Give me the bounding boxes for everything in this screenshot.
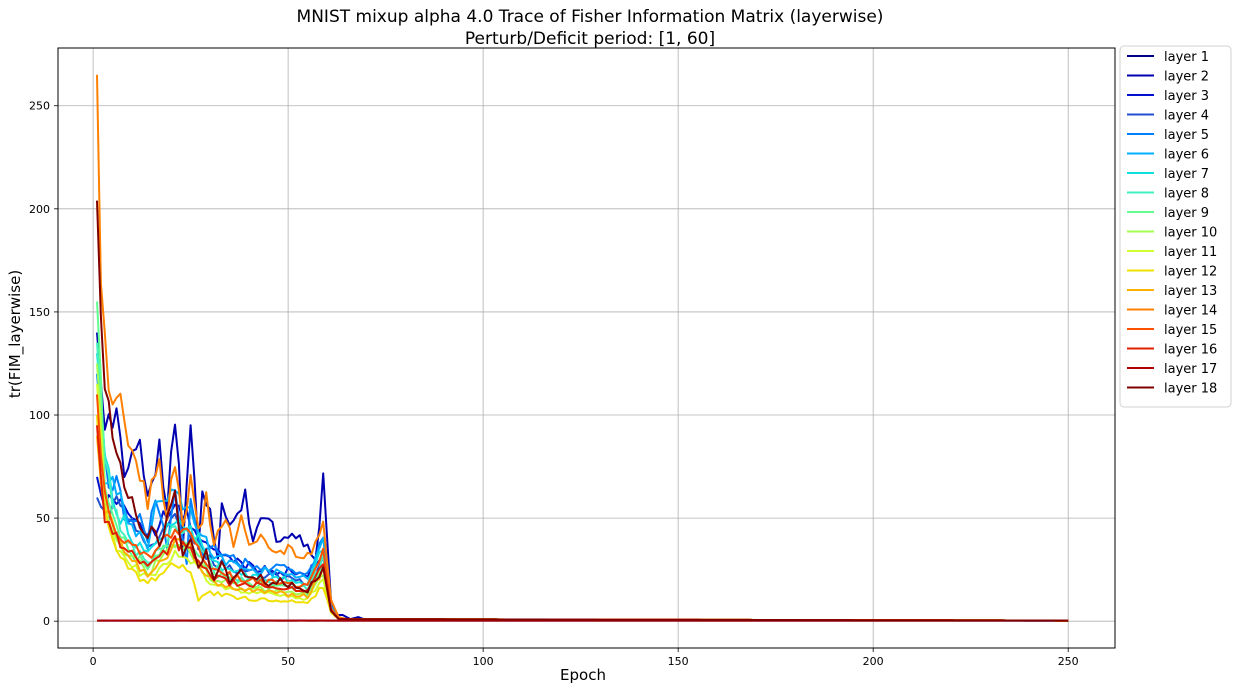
legend-label: layer 13 [1164,284,1217,299]
legend: layer 1 layer 2 layer 3 layer 4 layer 5 layer… [1119,45,1232,408]
legend-label: layer 12 [1164,265,1217,280]
series-line [96,342,1069,622]
y-tick-label: 50 [36,512,50,525]
series-line [96,74,1069,622]
legend-label: layer 14 [1164,304,1217,319]
legend-label: layer 4 [1164,109,1209,124]
x-tick-label: 0 [90,655,97,668]
x-tick-label: 100 [473,655,494,668]
legend-label: layer 1 [1164,50,1209,65]
legend-label: layer 5 [1164,128,1209,143]
x-tick-label: 200 [863,655,884,668]
series-line [96,200,1069,622]
plot-area [57,47,1116,649]
legend-label: layer 8 [1164,187,1209,202]
legend-label: layer 3 [1164,89,1209,104]
x-axis-label: Epoch [560,666,606,684]
y-axis-label: tr(FIM_layerwise) [6,270,25,398]
y-tick-label: 250 [29,100,50,113]
x-tick-label: 50 [281,655,295,668]
legend-label: layer 2 [1164,70,1209,85]
legend-frame [1119,45,1232,408]
x-tick-label: 250 [1058,655,1079,668]
y-tick-label: 150 [29,306,50,319]
y-tick-label: 0 [43,615,50,628]
y-tick-label: 200 [29,203,50,216]
legend-label: layer 9 [1164,206,1209,221]
series-line [96,495,1069,622]
legend-label: layer 10 [1164,226,1217,241]
chart-title-line-1: MNIST mixup alpha 4.0 Trace of Fisher In… [297,7,884,27]
legend-label: layer 17 [1164,362,1217,377]
legend-label: layer 7 [1164,167,1209,182]
axis-ticks: 0 50 100 150 200 250 0 50 100 150 200 250 [29,100,1079,668]
legend-label: layer 16 [1164,343,1217,358]
y-tick-label: 100 [29,409,50,422]
plot-lines [96,74,1069,622]
legend-label: layer 6 [1164,148,1209,163]
legend-label: layer 18 [1164,382,1217,397]
legend-label: layer 11 [1164,245,1217,260]
chart-title-line-2: Perturb/Deficit period: [1, 60] [465,29,715,49]
legend-label: layer 15 [1164,323,1217,338]
x-tick-label: 150 [668,655,689,668]
